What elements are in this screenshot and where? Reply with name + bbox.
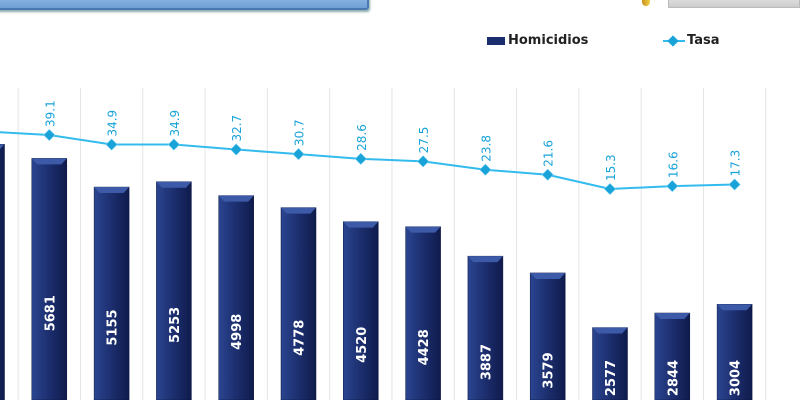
tasa-value-label: 16.6: [666, 151, 680, 178]
bar-bevel: [281, 207, 316, 214]
bar-value-label: 3887: [479, 344, 494, 380]
bar-homicidios: [31, 158, 68, 400]
tasa-point: [167, 138, 180, 151]
title-banner: [0, 0, 369, 10]
legend-line-swatch: [663, 36, 685, 46]
bar-homicidios: [343, 221, 379, 400]
bar-bevel: [717, 304, 753, 311]
tasa-value-label: 17.3: [729, 150, 743, 177]
tasa-value-label: 23.8: [479, 135, 493, 162]
legend-homicidios: Homicidios: [487, 33, 588, 48]
tasa-point: [603, 183, 617, 196]
tasa-point: [105, 138, 118, 151]
bar-bevel: [592, 327, 628, 334]
tasa-value-label: 39.1: [43, 100, 57, 127]
tasa-point: [417, 155, 430, 168]
tasa-point: [479, 163, 492, 176]
bar-bevel: [31, 158, 67, 165]
bar-bevel: [0, 144, 5, 150]
tasa-point: [541, 168, 554, 181]
legend-tasa-label: Tasa: [687, 33, 720, 48]
legend-tasa: Tasa: [663, 33, 719, 48]
tasa-point: [728, 178, 741, 191]
bar-value-label: 3004: [729, 360, 744, 396]
tasa-value-label: 30.7: [293, 119, 307, 146]
bar-homicidios: [93, 186, 130, 400]
legend-bar-swatch: [487, 36, 505, 45]
bar-value-label: 4520: [355, 327, 370, 363]
tasa-value-label: 15.3: [604, 154, 618, 181]
bar-homicidios: [218, 195, 254, 400]
bar-value-label: 2844: [666, 360, 681, 396]
tasa-value-label: 34.9: [168, 110, 182, 137]
tasa-value-label: 32.7: [230, 115, 244, 142]
tasa-point: [666, 180, 679, 193]
legend-homicidios-label: Homicidios: [508, 33, 589, 48]
bar-homicidios: [280, 207, 317, 400]
bar-bevel: [343, 221, 379, 228]
bar-bevel: [156, 181, 192, 188]
bar-homicidios: [156, 181, 192, 400]
tasa-value-label: 21.6: [542, 140, 556, 167]
bar-homicidios: [0, 144, 5, 400]
tasa-point: [43, 128, 56, 142]
bar-homicidios: [716, 304, 753, 400]
tasa-value-label: 28.6: [355, 124, 369, 151]
bar-bevel: [405, 226, 441, 233]
bar-value-label: 5681: [43, 295, 58, 331]
bar-value-label: 3579: [542, 352, 557, 388]
bar-value-label: 2577: [604, 360, 619, 396]
bar-homicidios: [405, 226, 441, 400]
tasa-value-label: 34.9: [106, 110, 120, 137]
bar-bevel: [218, 195, 254, 202]
bar-value-label: 5155: [106, 309, 121, 345]
bar-bevel: [467, 256, 503, 263]
bar-value-label: 4428: [417, 329, 432, 365]
tasa-point: [292, 148, 305, 161]
logo-icon: [642, 0, 650, 6]
tasa-value-label: 27.5: [417, 127, 431, 154]
bar-bevel: [530, 272, 566, 279]
bar-bevel: [654, 313, 690, 320]
bar-value-label: 4998: [230, 314, 245, 350]
tasa-point: [230, 143, 243, 156]
bar-value-label: 4778: [293, 320, 308, 356]
bar-homicidios: [654, 312, 691, 400]
header-box: [668, 0, 800, 8]
tasa-point: [354, 152, 367, 165]
bar-homicidios: [592, 327, 628, 400]
bar-bevel: [94, 187, 130, 194]
bar-value-label: 5253: [168, 307, 183, 343]
